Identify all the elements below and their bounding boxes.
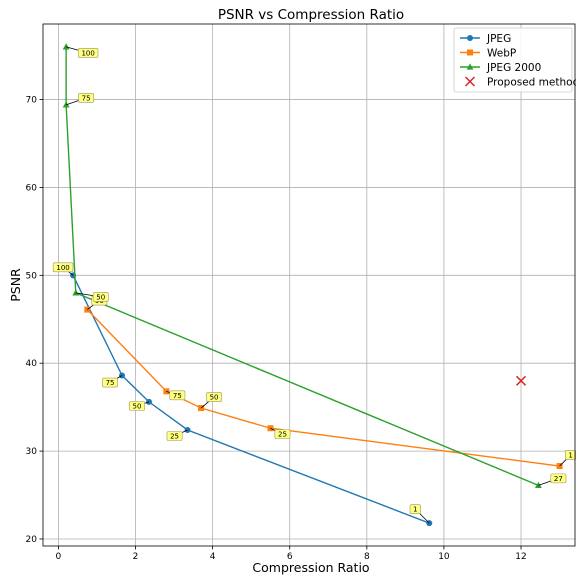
annotation-label: 1 [568, 452, 572, 460]
legend-marker [467, 49, 473, 56]
x-tick-label: 2 [133, 552, 139, 562]
annotation-box [550, 473, 567, 484]
annotation-box [129, 401, 145, 411]
annotation-label: 1 [413, 506, 417, 514]
legend-marker [466, 63, 474, 70]
annotation-label: 27 [554, 475, 563, 483]
y-tick-label: 20 [26, 535, 38, 545]
legend-box [453, 27, 573, 93]
legend-label: WebP [487, 47, 516, 59]
x-tick-label: 8 [364, 552, 370, 562]
annotation-label: 75 [82, 94, 91, 102]
chart-title: PSNR vs Compression Ratio [218, 7, 404, 23]
y-tick-label: 40 [26, 359, 38, 369]
series-jpeg-2000 [62, 43, 542, 488]
legend-item: JPEG [460, 33, 511, 45]
x-tick-label: 10 [438, 552, 450, 562]
annotation-box [78, 93, 95, 103]
annotation-label: 100 [56, 264, 69, 272]
legend-label: JPEG [486, 33, 511, 45]
annotation-label: 75 [173, 392, 182, 400]
annotation-label: 50 [210, 394, 219, 402]
legend-marker [464, 76, 476, 87]
annotation-box [92, 292, 109, 302]
x-tick-label: 6 [287, 552, 293, 562]
x-axis-title: Compression Ratio [252, 560, 369, 575]
ticks: 0 2 4 6 8 10 12 20 30 40 50 60 70 [26, 96, 527, 562]
data-point [62, 101, 70, 108]
annotation-label: 50 [133, 402, 142, 410]
data-point [72, 289, 80, 296]
annotation-label: 75 [106, 379, 115, 387]
y-tick-label: 60 [26, 183, 38, 193]
x-tick-label: 12 [515, 552, 526, 562]
annotation-box [102, 377, 118, 388]
annotation-label: 25 [278, 431, 287, 439]
data-point [515, 375, 527, 386]
annotation-layer: 1007550251907550251100755027 [52, 46, 576, 524]
y-axis-title: PSNR [8, 268, 23, 302]
x-tick-label: 4 [210, 552, 216, 562]
plot-area [43, 24, 575, 546]
data-point [534, 481, 542, 488]
annotation-label: 100 [81, 49, 94, 57]
legend-item: Proposed method [464, 76, 576, 88]
annotation-box [77, 48, 99, 58]
legend-item: JPEG 2000 [460, 62, 541, 74]
annotation-box [274, 429, 291, 440]
legend-label: Proposed method [487, 76, 576, 88]
annotation-box [169, 390, 186, 401]
annotation-box [409, 504, 421, 514]
y-tick-label: 30 [26, 447, 38, 457]
data-point [62, 43, 70, 50]
series-proposed-method [515, 375, 527, 386]
y-tick-label: 70 [26, 96, 38, 106]
annotation-box [206, 392, 222, 402]
gridlines [43, 24, 575, 546]
annotation-label: 25 [170, 433, 179, 441]
legend-item: WebP [460, 47, 516, 59]
legend: JPEG WebP JPEG 2000 Proposed method [453, 27, 576, 93]
series-line [65, 46, 539, 487]
legend-marker [467, 35, 473, 41]
y-tick-label: 50 [26, 271, 38, 281]
legend-label: JPEG 2000 [486, 62, 541, 74]
annotation-box [52, 262, 74, 273]
x-tick-label: 0 [56, 552, 62, 562]
plot-frame [42, 23, 576, 547]
annotation-label: 50 [96, 293, 105, 301]
annotation-box [166, 431, 183, 441]
